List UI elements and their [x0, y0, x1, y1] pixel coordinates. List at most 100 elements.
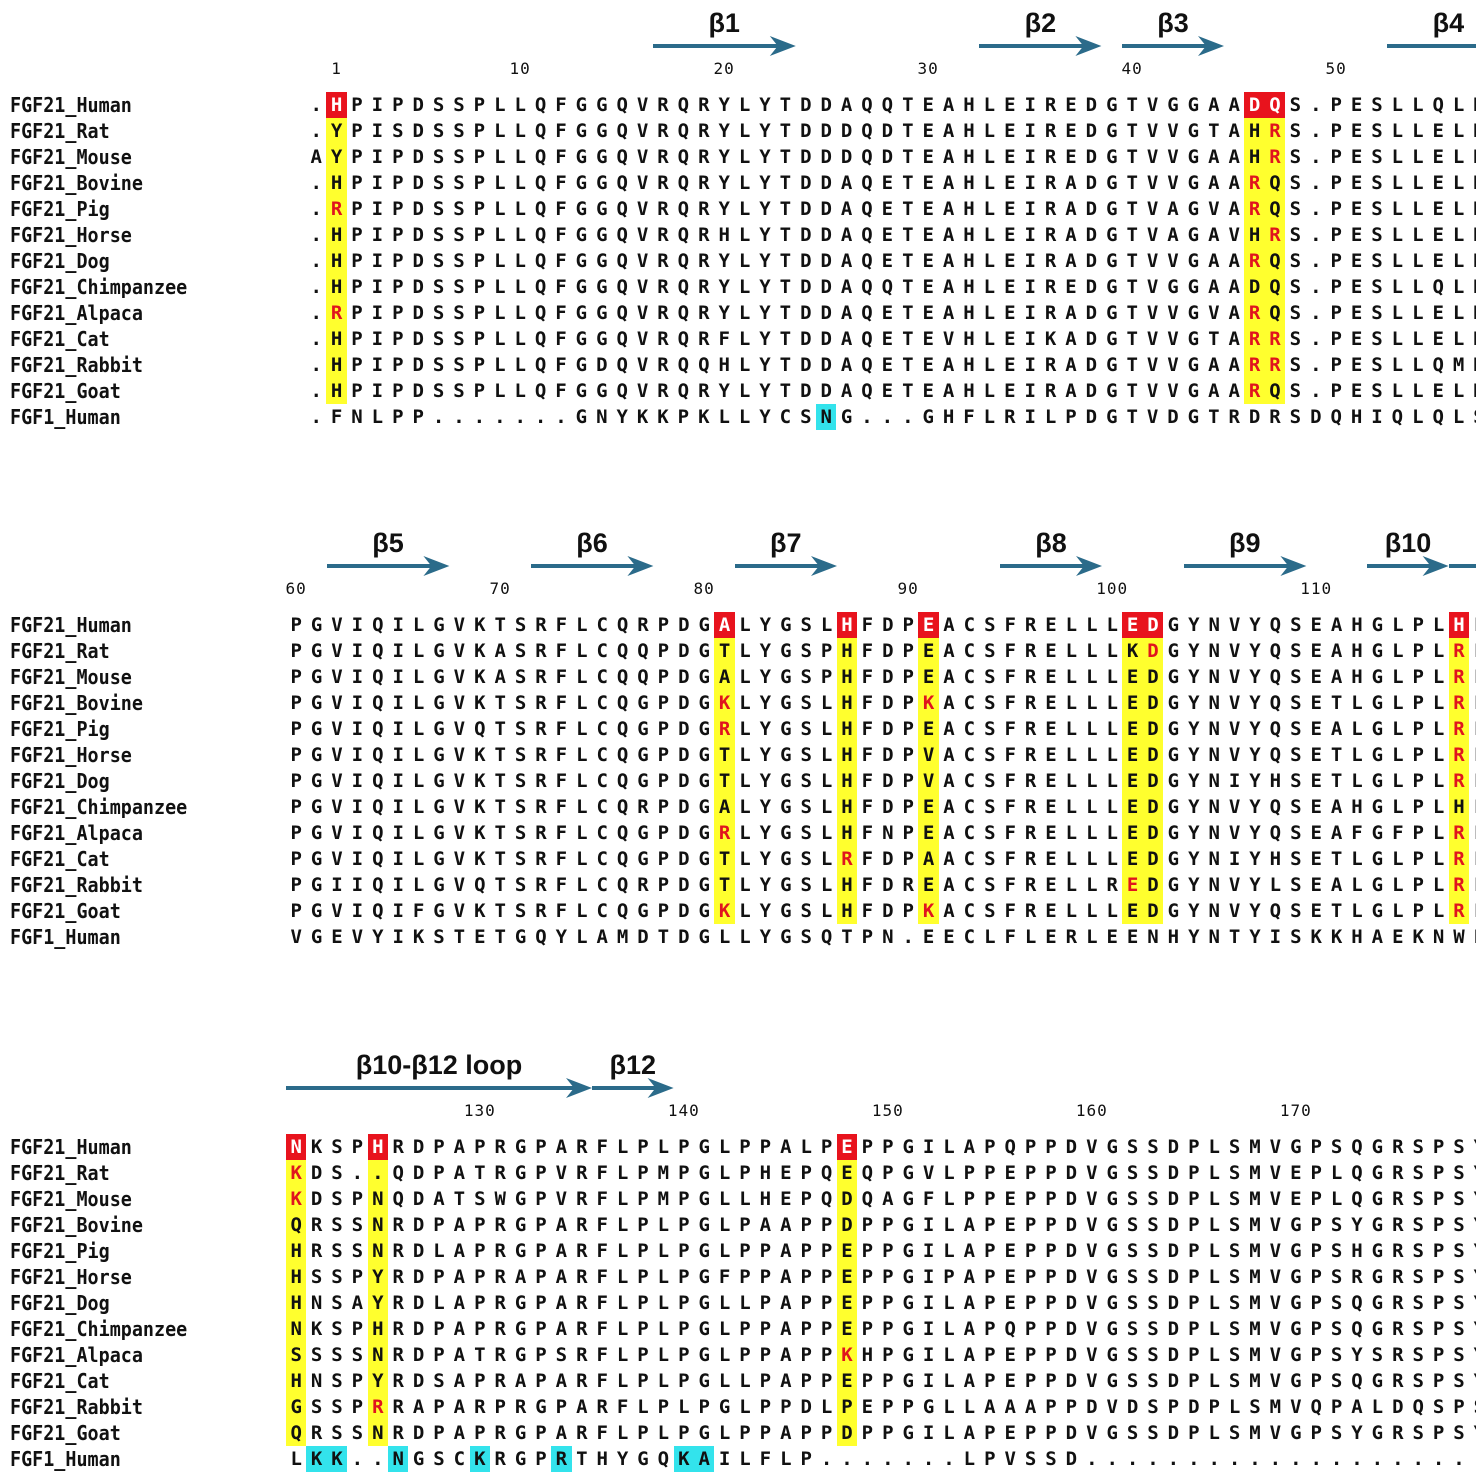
residue: P — [290, 640, 302, 662]
highlighted-residue: E — [1122, 872, 1143, 898]
highlighted-residue: V — [918, 768, 939, 794]
residue: T — [1126, 198, 1138, 220]
residue: K — [1469, 300, 1476, 326]
residue: G — [514, 1240, 527, 1262]
residue: Y — [759, 848, 772, 870]
residue: Q — [372, 770, 384, 792]
residue: R — [494, 1266, 506, 1288]
residue: P — [535, 1318, 547, 1340]
residue: P — [474, 1422, 486, 1444]
highlighted-residue: E — [836, 1368, 858, 1394]
residue: I — [1024, 250, 1036, 272]
residue: P — [1167, 1396, 1180, 1418]
residue: L — [780, 1448, 792, 1470]
residue: G — [1106, 1266, 1118, 1288]
residue: I — [1024, 406, 1036, 428]
residue: S — [1228, 1344, 1241, 1366]
residue: Y — [759, 120, 771, 142]
residue: L — [1452, 224, 1465, 246]
residue: S — [331, 1188, 343, 1210]
residue: V — [1167, 354, 1179, 376]
residue: A — [596, 926, 608, 948]
residue: Q — [677, 380, 690, 402]
residue: R — [1392, 1292, 1404, 1314]
residue: P — [290, 718, 302, 740]
residue: A — [943, 744, 955, 766]
residue: P — [1045, 1292, 1057, 1314]
residue: I — [1269, 926, 1282, 948]
residue: L — [1208, 1344, 1220, 1366]
residue: P — [351, 1188, 364, 1210]
residue: P — [657, 822, 670, 844]
residue: . — [310, 380, 322, 402]
residue: L — [1391, 354, 1404, 376]
residue: S — [1147, 1240, 1159, 1262]
residue: C — [963, 770, 976, 792]
residue: S — [1412, 1370, 1424, 1392]
residue: E — [1004, 1370, 1016, 1392]
residue: G — [433, 640, 445, 662]
residue: D — [1085, 250, 1098, 272]
residue: S — [331, 1136, 343, 1158]
highlighted-residue: R — [1448, 872, 1470, 898]
residue: D — [412, 198, 424, 220]
residue: R — [698, 276, 710, 298]
residue: L — [494, 146, 506, 168]
residue: S — [432, 276, 445, 298]
residue: E — [1350, 94, 1363, 116]
residue: S — [1453, 1318, 1465, 1340]
residue: P — [678, 1292, 690, 1314]
residue: V — [1146, 406, 1159, 428]
residue: R — [392, 1318, 404, 1340]
residue: P — [984, 1422, 996, 1444]
residue: S — [1453, 1370, 1465, 1392]
residue: R — [637, 796, 649, 818]
residue: G — [902, 1162, 914, 1184]
residue: V — [1269, 1266, 1282, 1288]
residue: G — [310, 822, 323, 844]
residue: Q — [534, 120, 547, 142]
residue: S — [1371, 328, 1383, 350]
residue: P — [1208, 1396, 1220, 1418]
residue: I — [392, 640, 404, 662]
highlighted-residue: R — [1244, 378, 1265, 404]
residue: G — [1187, 406, 1200, 428]
residue: D — [800, 120, 812, 142]
residue: Q — [474, 718, 486, 740]
residue: C — [963, 744, 976, 766]
highlighted-residue: T — [714, 846, 735, 872]
residue: D — [820, 172, 832, 194]
residue: E — [922, 380, 934, 402]
residue: P — [1310, 1370, 1322, 1392]
residue: A — [1208, 354, 1220, 376]
residue: V — [1086, 1162, 1098, 1184]
residue: F — [596, 1292, 608, 1314]
highlighted-residue: E — [918, 820, 939, 846]
residue: C — [596, 848, 608, 870]
residue: D — [800, 146, 812, 168]
residue: R — [1044, 380, 1057, 402]
residue: A — [943, 666, 955, 688]
strand-arrow — [1367, 556, 1449, 576]
residue: F — [861, 848, 874, 870]
residue: F — [1004, 770, 1016, 792]
residue: R — [494, 1240, 506, 1262]
residue: D — [310, 1162, 323, 1184]
highlighted-residue: K — [326, 1446, 348, 1472]
highlighted-residue: H — [836, 820, 858, 846]
residue: Q — [372, 874, 384, 896]
residue: F — [596, 1370, 608, 1392]
strand-arrow — [530, 556, 654, 576]
residue: S — [331, 1370, 343, 1392]
residue: I — [718, 1448, 731, 1470]
residue: P — [637, 1136, 649, 1158]
residue: E — [1350, 224, 1363, 246]
residue: M — [1249, 1422, 1261, 1444]
residue: Q — [861, 224, 873, 246]
residue: R — [637, 874, 649, 896]
residue: D — [1065, 1318, 1078, 1340]
residue: K — [698, 406, 710, 428]
highlighted-residue: H — [1244, 222, 1265, 248]
residue: R — [1044, 250, 1057, 272]
residue: V — [453, 874, 466, 896]
